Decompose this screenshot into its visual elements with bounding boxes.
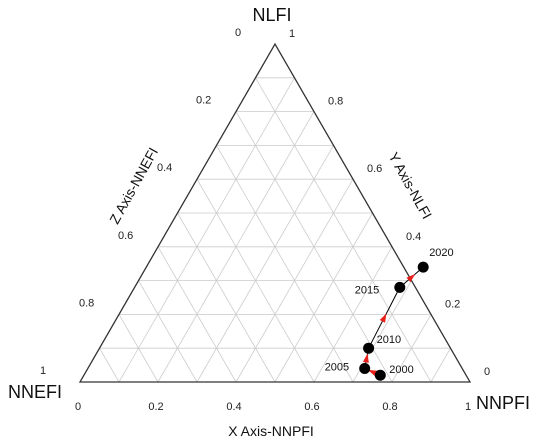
grid-line-z-2 bbox=[118, 314, 159, 383]
grid-line-x-3 bbox=[196, 145, 334, 383]
grid-line-z-5 bbox=[177, 212, 276, 383]
left-tick-3: 0.6 bbox=[118, 230, 133, 242]
grid-line-z-7 bbox=[216, 145, 354, 383]
bottom-tick-1: 0.2 bbox=[148, 401, 163, 413]
bottom-tick-3: 0.6 bbox=[304, 401, 319, 413]
bottom-tick-0: 0 bbox=[75, 401, 81, 413]
right-tick-0: 0 bbox=[484, 366, 490, 378]
vertex-label-top: NLFI bbox=[252, 5, 291, 25]
point-label-2015: 2015 bbox=[355, 284, 379, 296]
data-point-2020 bbox=[417, 261, 429, 273]
x-axis-title: X Axis-NNPFI bbox=[228, 423, 314, 439]
point-label-2020: 2020 bbox=[429, 247, 453, 259]
direction-arrow-3 bbox=[406, 273, 416, 283]
tick-labels: 0 0.2 0.4 0.6 0.8 1 0 0.2 0.4 0.6 0.8 1 0 0.2 0.4 0.6 0.… bbox=[40, 27, 490, 413]
direction-arrow-2 bbox=[379, 313, 387, 323]
grid-lines bbox=[99, 77, 451, 383]
grid-line-z-3 bbox=[138, 280, 198, 383]
vertex-label-left: NNEFI bbox=[8, 382, 62, 402]
bottom-tick-2: 0.4 bbox=[226, 401, 241, 413]
grid-line-x-5 bbox=[274, 212, 373, 383]
left-tick-5: 1 bbox=[40, 365, 46, 377]
grid-line-z-8 bbox=[235, 111, 393, 383]
grid-line-z-6 bbox=[196, 179, 315, 383]
left-tick-0: 0 bbox=[235, 27, 241, 39]
direction-arrow-1 bbox=[362, 353, 369, 363]
grid-line-z-1 bbox=[99, 348, 120, 383]
right-tick-4: 0.8 bbox=[328, 96, 343, 108]
left-tick-1: 0.2 bbox=[196, 95, 211, 107]
grid-line-z-9 bbox=[255, 77, 432, 383]
left-tick-2: 0.4 bbox=[157, 162, 172, 174]
bottom-tick-5: 1 bbox=[465, 401, 471, 413]
data-point-2005 bbox=[359, 362, 371, 374]
point-label-2005: 2005 bbox=[325, 361, 349, 373]
grid-line-z-4 bbox=[157, 246, 237, 383]
grid-line-x-9 bbox=[430, 348, 451, 383]
grid-line-x-1 bbox=[118, 77, 295, 383]
right-tick-2: 0.4 bbox=[406, 231, 421, 243]
data-point-2015 bbox=[394, 281, 406, 293]
triangle-frame bbox=[78, 42, 472, 383]
y-axis-title: Y Axis-NLFI bbox=[386, 149, 436, 221]
data-point-2010 bbox=[363, 342, 375, 354]
point-label-2000: 2000 bbox=[389, 364, 413, 376]
data-series: 2000 2005 2010 2015 2020 bbox=[325, 247, 454, 381]
z-axis-title: Z Axis-NNEFI bbox=[106, 145, 161, 227]
left-tick-4: 0.8 bbox=[79, 297, 94, 309]
data-point-2000 bbox=[374, 369, 386, 381]
right-tick-1: 0.2 bbox=[445, 298, 460, 310]
right-tick-3: 0.6 bbox=[367, 163, 382, 175]
right-tick-5: 1 bbox=[289, 28, 295, 40]
vertex-label-right: NNPFI bbox=[476, 393, 530, 413]
point-label-2010: 2010 bbox=[377, 334, 401, 346]
bottom-tick-4: 0.8 bbox=[382, 401, 397, 413]
